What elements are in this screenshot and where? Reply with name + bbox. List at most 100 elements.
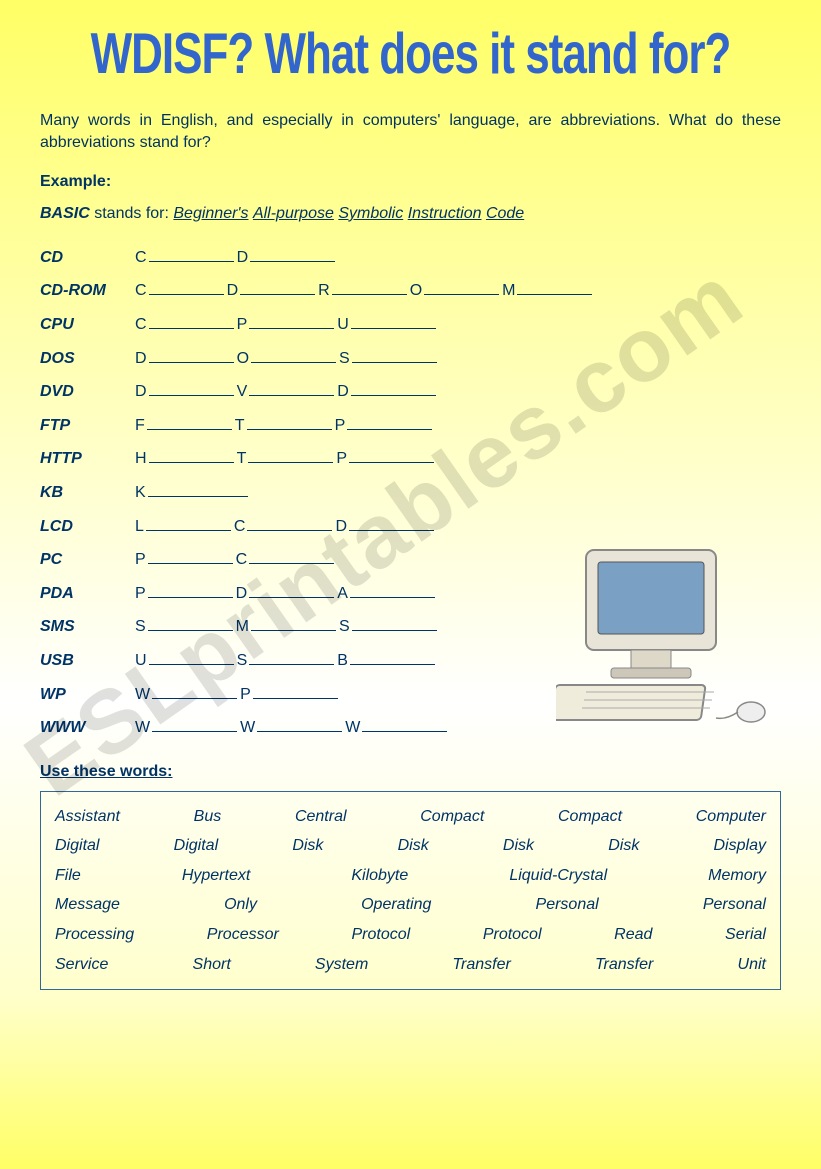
blank-line[interactable] xyxy=(350,581,435,598)
wordbox-word: Disk xyxy=(292,833,323,859)
blank-line[interactable] xyxy=(352,614,437,631)
blank-line[interactable] xyxy=(352,346,437,363)
blank-line[interactable] xyxy=(149,312,234,329)
wordbox-word: Assistant xyxy=(55,804,120,830)
blank-letter: S xyxy=(135,614,146,640)
blank-letter: P xyxy=(240,682,251,708)
abbr-row: CD-ROMC D R O M xyxy=(40,278,781,304)
abbr-label: DVD xyxy=(40,379,135,405)
blank-letter: P xyxy=(335,413,346,439)
blank-line[interactable] xyxy=(152,715,237,732)
blank-line[interactable] xyxy=(251,614,336,631)
blank-line[interactable] xyxy=(362,715,447,732)
blank-line[interactable] xyxy=(249,547,334,564)
example-label: Example: xyxy=(40,173,781,191)
abbr-row: KBK xyxy=(40,480,781,506)
blank-line[interactable] xyxy=(149,245,234,262)
wordbox-word: Protocol xyxy=(351,922,410,948)
abbr-label: SMS xyxy=(40,614,135,640)
blank-line[interactable] xyxy=(149,379,234,396)
blank-letter: D xyxy=(237,245,249,271)
blank-line[interactable] xyxy=(424,278,499,295)
abbr-label: USB xyxy=(40,648,135,674)
wordbox-word: Liquid-Crystal xyxy=(509,863,607,889)
blank-letter: D xyxy=(236,581,248,607)
wordbox-word: System xyxy=(315,952,368,978)
worksheet-page: WDISF? What does it stand for? Many word… xyxy=(0,0,821,1169)
blank-line[interactable] xyxy=(149,346,234,363)
abbr-label: WP xyxy=(40,682,135,708)
blank-line[interactable] xyxy=(249,379,334,396)
blank-line[interactable] xyxy=(148,614,233,631)
blank-line[interactable] xyxy=(251,346,336,363)
blank-line[interactable] xyxy=(149,446,234,463)
blank-letter: D xyxy=(337,379,349,405)
blank-line[interactable] xyxy=(247,413,332,430)
blank-line[interactable] xyxy=(152,682,237,699)
blank-letter: C xyxy=(135,278,147,304)
wordbox-word: Transfer xyxy=(595,952,653,978)
blank-letter: P xyxy=(336,446,347,472)
wordbox-word: Hypertext xyxy=(182,863,250,889)
wordbox-row: DigitalDigitalDiskDiskDiskDiskDisplay xyxy=(55,833,766,859)
blank-line[interactable] xyxy=(249,312,334,329)
blank-line[interactable] xyxy=(148,581,233,598)
blank-line[interactable] xyxy=(332,278,407,295)
wordbox-row: MessageOnlyOperatingPersonalPersonal xyxy=(55,892,766,918)
intro-text: Many words in English, and especially in… xyxy=(40,110,781,155)
blank-line[interactable] xyxy=(249,648,334,665)
blank-line[interactable] xyxy=(149,648,234,665)
wordbox-word: Personal xyxy=(536,892,599,918)
wordbox-word: Digital xyxy=(174,833,218,859)
blank-letter: T xyxy=(235,413,245,439)
blank-line[interactable] xyxy=(517,278,592,295)
blank-line[interactable] xyxy=(248,446,333,463)
abbr-label: CD-ROM xyxy=(40,278,135,304)
blank-letter: O xyxy=(410,278,422,304)
wordbox-word: Computer xyxy=(696,804,766,830)
blank-letter: D xyxy=(135,379,147,405)
abbr-row: LCDL C D xyxy=(40,514,781,540)
blank-letter: R xyxy=(318,278,330,304)
blank-line[interactable] xyxy=(148,547,233,564)
blank-line[interactable] xyxy=(253,682,338,699)
blank-line[interactable] xyxy=(347,413,432,430)
blank-letter: S xyxy=(339,614,350,640)
blank-letter: M xyxy=(502,278,515,304)
blank-line[interactable] xyxy=(250,245,335,262)
wordbox-row: ProcessingProcessorProtocolProtocolReadS… xyxy=(55,922,766,948)
blank-letter: C xyxy=(234,514,246,540)
abbr-label: CD xyxy=(40,245,135,271)
abbr-label: DOS xyxy=(40,346,135,372)
blank-line[interactable] xyxy=(149,278,224,295)
blank-letter: W xyxy=(135,682,150,708)
blank-letter: D xyxy=(335,514,347,540)
example-line: BASIC stands for: Beginner's All-purpose… xyxy=(40,205,781,223)
blank-line[interactable] xyxy=(349,514,434,531)
wordbox-row: AssistantBusCentralCompactCompactCompute… xyxy=(55,804,766,830)
example-word: Instruction xyxy=(408,205,482,222)
abbr-label: PDA xyxy=(40,581,135,607)
blank-line[interactable] xyxy=(146,514,231,531)
wordbox-word: Disk xyxy=(398,833,429,859)
blank-line[interactable] xyxy=(147,413,232,430)
blank-line[interactable] xyxy=(351,312,436,329)
wordbox-word: Compact xyxy=(558,804,622,830)
blank-line[interactable] xyxy=(249,581,334,598)
abbr-row: CPUC P U xyxy=(40,312,781,338)
abbr-label: WWW xyxy=(40,715,135,741)
example-word: Symbolic xyxy=(338,205,403,222)
blank-letter: L xyxy=(135,514,144,540)
wordbox-word: Serial xyxy=(725,922,766,948)
blank-line[interactable] xyxy=(257,715,342,732)
blank-line[interactable] xyxy=(350,648,435,665)
blank-line[interactable] xyxy=(247,514,332,531)
blank-line[interactable] xyxy=(148,480,248,497)
example-word: All-purpose xyxy=(253,205,334,222)
wordbox-row: ServiceShortSystemTransferTransferUnit xyxy=(55,952,766,978)
blank-line[interactable] xyxy=(240,278,315,295)
abbr-row: FTPF T P xyxy=(40,413,781,439)
example-word: Code xyxy=(486,205,524,222)
blank-line[interactable] xyxy=(351,379,436,396)
blank-line[interactable] xyxy=(349,446,434,463)
